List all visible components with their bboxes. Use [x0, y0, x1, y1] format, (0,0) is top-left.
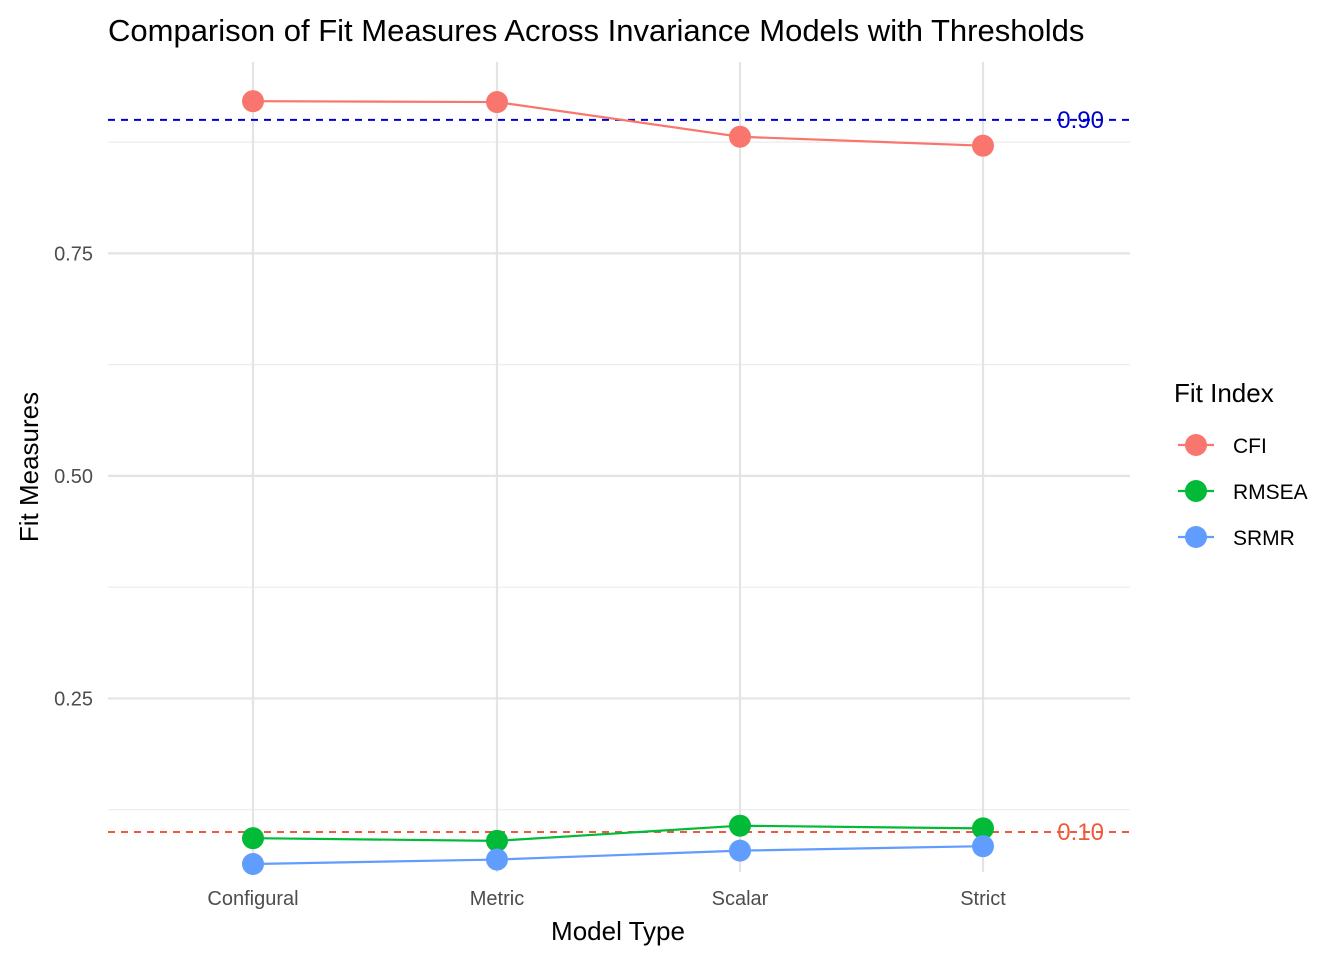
- legend-label-cfi: CFI: [1233, 435, 1267, 458]
- data-point-rmsea: [972, 817, 994, 840]
- x-tick-label: Metric: [470, 888, 524, 910]
- legend-title: Fit Index: [1174, 378, 1274, 408]
- data-point-cfi: [972, 134, 994, 157]
- data-point-cfi: [729, 125, 751, 148]
- series-lines: [242, 90, 994, 875]
- y-axis-title: Fit Measures: [14, 392, 44, 542]
- legend-key-dot: [1185, 434, 1207, 456]
- data-point-cfi: [242, 90, 264, 113]
- threshold-label: 0.90: [1057, 107, 1104, 134]
- y-tick-label: 0.50: [54, 466, 93, 488]
- data-point-rmsea: [486, 829, 508, 852]
- series-line-srmr: [252, 845, 984, 866]
- legend-key-dot: [1185, 526, 1207, 548]
- x-tick-label: Configural: [207, 888, 298, 910]
- data-point-srmr: [486, 848, 508, 871]
- chart-title: Comparison of Fit Measures Across Invari…: [108, 13, 1084, 48]
- threshold-label: 0.10: [1057, 819, 1104, 846]
- data-point-srmr: [242, 852, 264, 875]
- legend-key-dot: [1185, 480, 1207, 502]
- series-line-cfi: [252, 100, 984, 147]
- x-tick-label: Strict: [960, 888, 1006, 910]
- y-tick-label: 0.75: [54, 243, 93, 265]
- x-axis-title: Model Type: [551, 916, 685, 946]
- data-point-srmr: [972, 835, 994, 858]
- legend-label-srmr: SRMR: [1233, 527, 1295, 550]
- series-line-rmsea: [252, 824, 984, 842]
- y-tick-label: 0.25: [54, 688, 93, 710]
- data-point-rmsea: [242, 827, 264, 850]
- x-tick-label: Scalar: [712, 888, 769, 910]
- grid-lines: [108, 62, 1130, 872]
- threshold-lines: 0.90 0.10: [108, 107, 1130, 846]
- axis-tick-labels: 0.25 0.50 0.75 Configural Metric Scalar Strict: [54, 243, 1006, 910]
- legend: Fit Index CFI RMSEA SRMR: [1174, 378, 1308, 550]
- data-point-cfi: [486, 91, 508, 114]
- data-point-rmsea: [729, 814, 751, 837]
- legend-label-rmsea: RMSEA: [1233, 481, 1308, 504]
- data-point-srmr: [729, 839, 751, 862]
